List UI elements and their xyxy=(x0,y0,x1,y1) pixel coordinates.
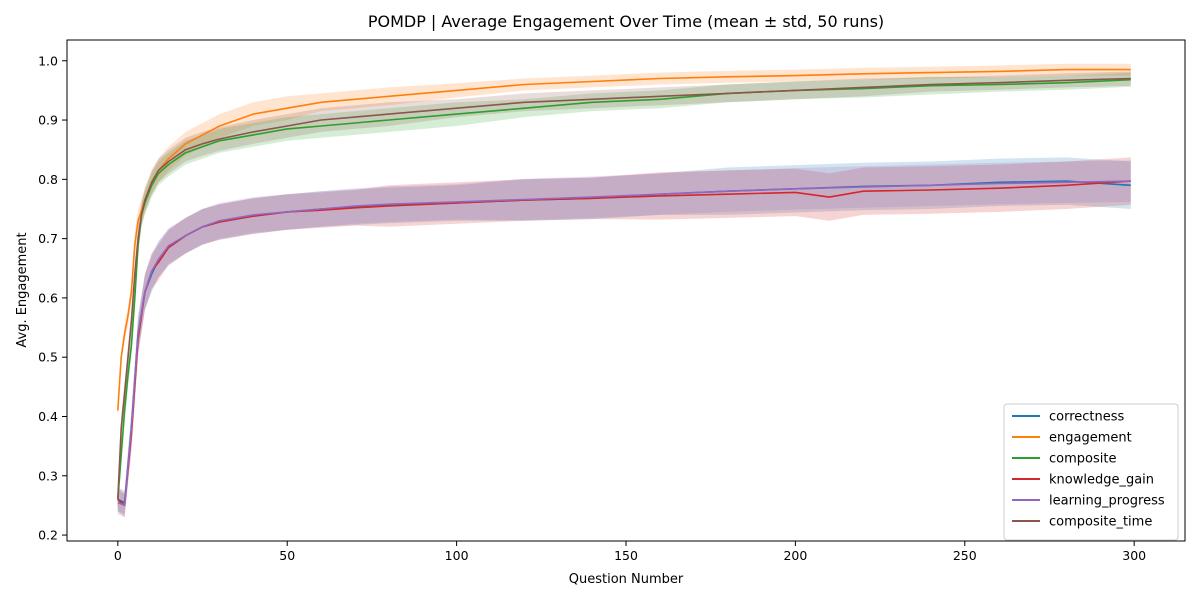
legend-frame xyxy=(1003,403,1179,541)
x-tick-label: 250 xyxy=(953,548,977,563)
std-band-correctness xyxy=(117,157,1131,515)
x-tick-label: 50 xyxy=(279,548,295,563)
std-band-learning-progress xyxy=(117,160,1131,518)
std-bands xyxy=(117,63,1131,518)
series-lines xyxy=(117,68,1131,507)
legend-label-knowledge-gain: knowledge_gain xyxy=(1049,473,1154,488)
y-axis-label: Avg. Engagement xyxy=(15,232,30,347)
series-line-learning-progress xyxy=(117,180,1131,507)
std-band-knowledge-gain xyxy=(117,157,1131,518)
x-tick-label: 200 xyxy=(783,548,807,563)
y-tick-label: 0.3 xyxy=(38,468,58,483)
x-tick-label: 100 xyxy=(445,548,469,563)
legend-label-correctness: correctness xyxy=(1049,410,1125,425)
legend: correctness engagement composite knowledge_… xyxy=(1003,403,1179,541)
series-line-engagement xyxy=(117,68,1131,411)
legend-label-composite-time: composite_time xyxy=(1049,515,1152,530)
y-tick-label: 0.7 xyxy=(38,231,58,246)
x-axis-label: Question Number xyxy=(569,572,684,587)
x-tick-label: 150 xyxy=(614,548,638,563)
chart-title: POMDP | Average Engagement Over Time (me… xyxy=(368,12,884,31)
y-axis: 0.2 0.3 0.4 0.5 0.6 0.7 0.8 0.9 1.0 xyxy=(38,53,67,543)
x-tick-label: 0 xyxy=(114,548,122,563)
y-tick-label: 0.8 xyxy=(38,172,58,187)
y-tick-label: 0.2 xyxy=(38,528,58,543)
y-tick-label: 0.5 xyxy=(38,350,58,365)
legend-label-learning-progress: learning_progress xyxy=(1049,494,1165,509)
y-tick-label: 0.9 xyxy=(38,113,58,128)
series-line-composite-time xyxy=(117,77,1131,500)
legend-label-composite: composite xyxy=(1049,452,1116,467)
y-tick-label: 0.6 xyxy=(38,290,58,305)
x-axis: 0 50 100 150 200 250 300 xyxy=(114,541,1146,563)
legend-label-engagement: engagement xyxy=(1049,431,1132,446)
y-tick-label: 0.4 xyxy=(38,409,58,424)
y-tick-label: 1.0 xyxy=(38,53,58,68)
x-tick-label: 300 xyxy=(1122,548,1146,563)
